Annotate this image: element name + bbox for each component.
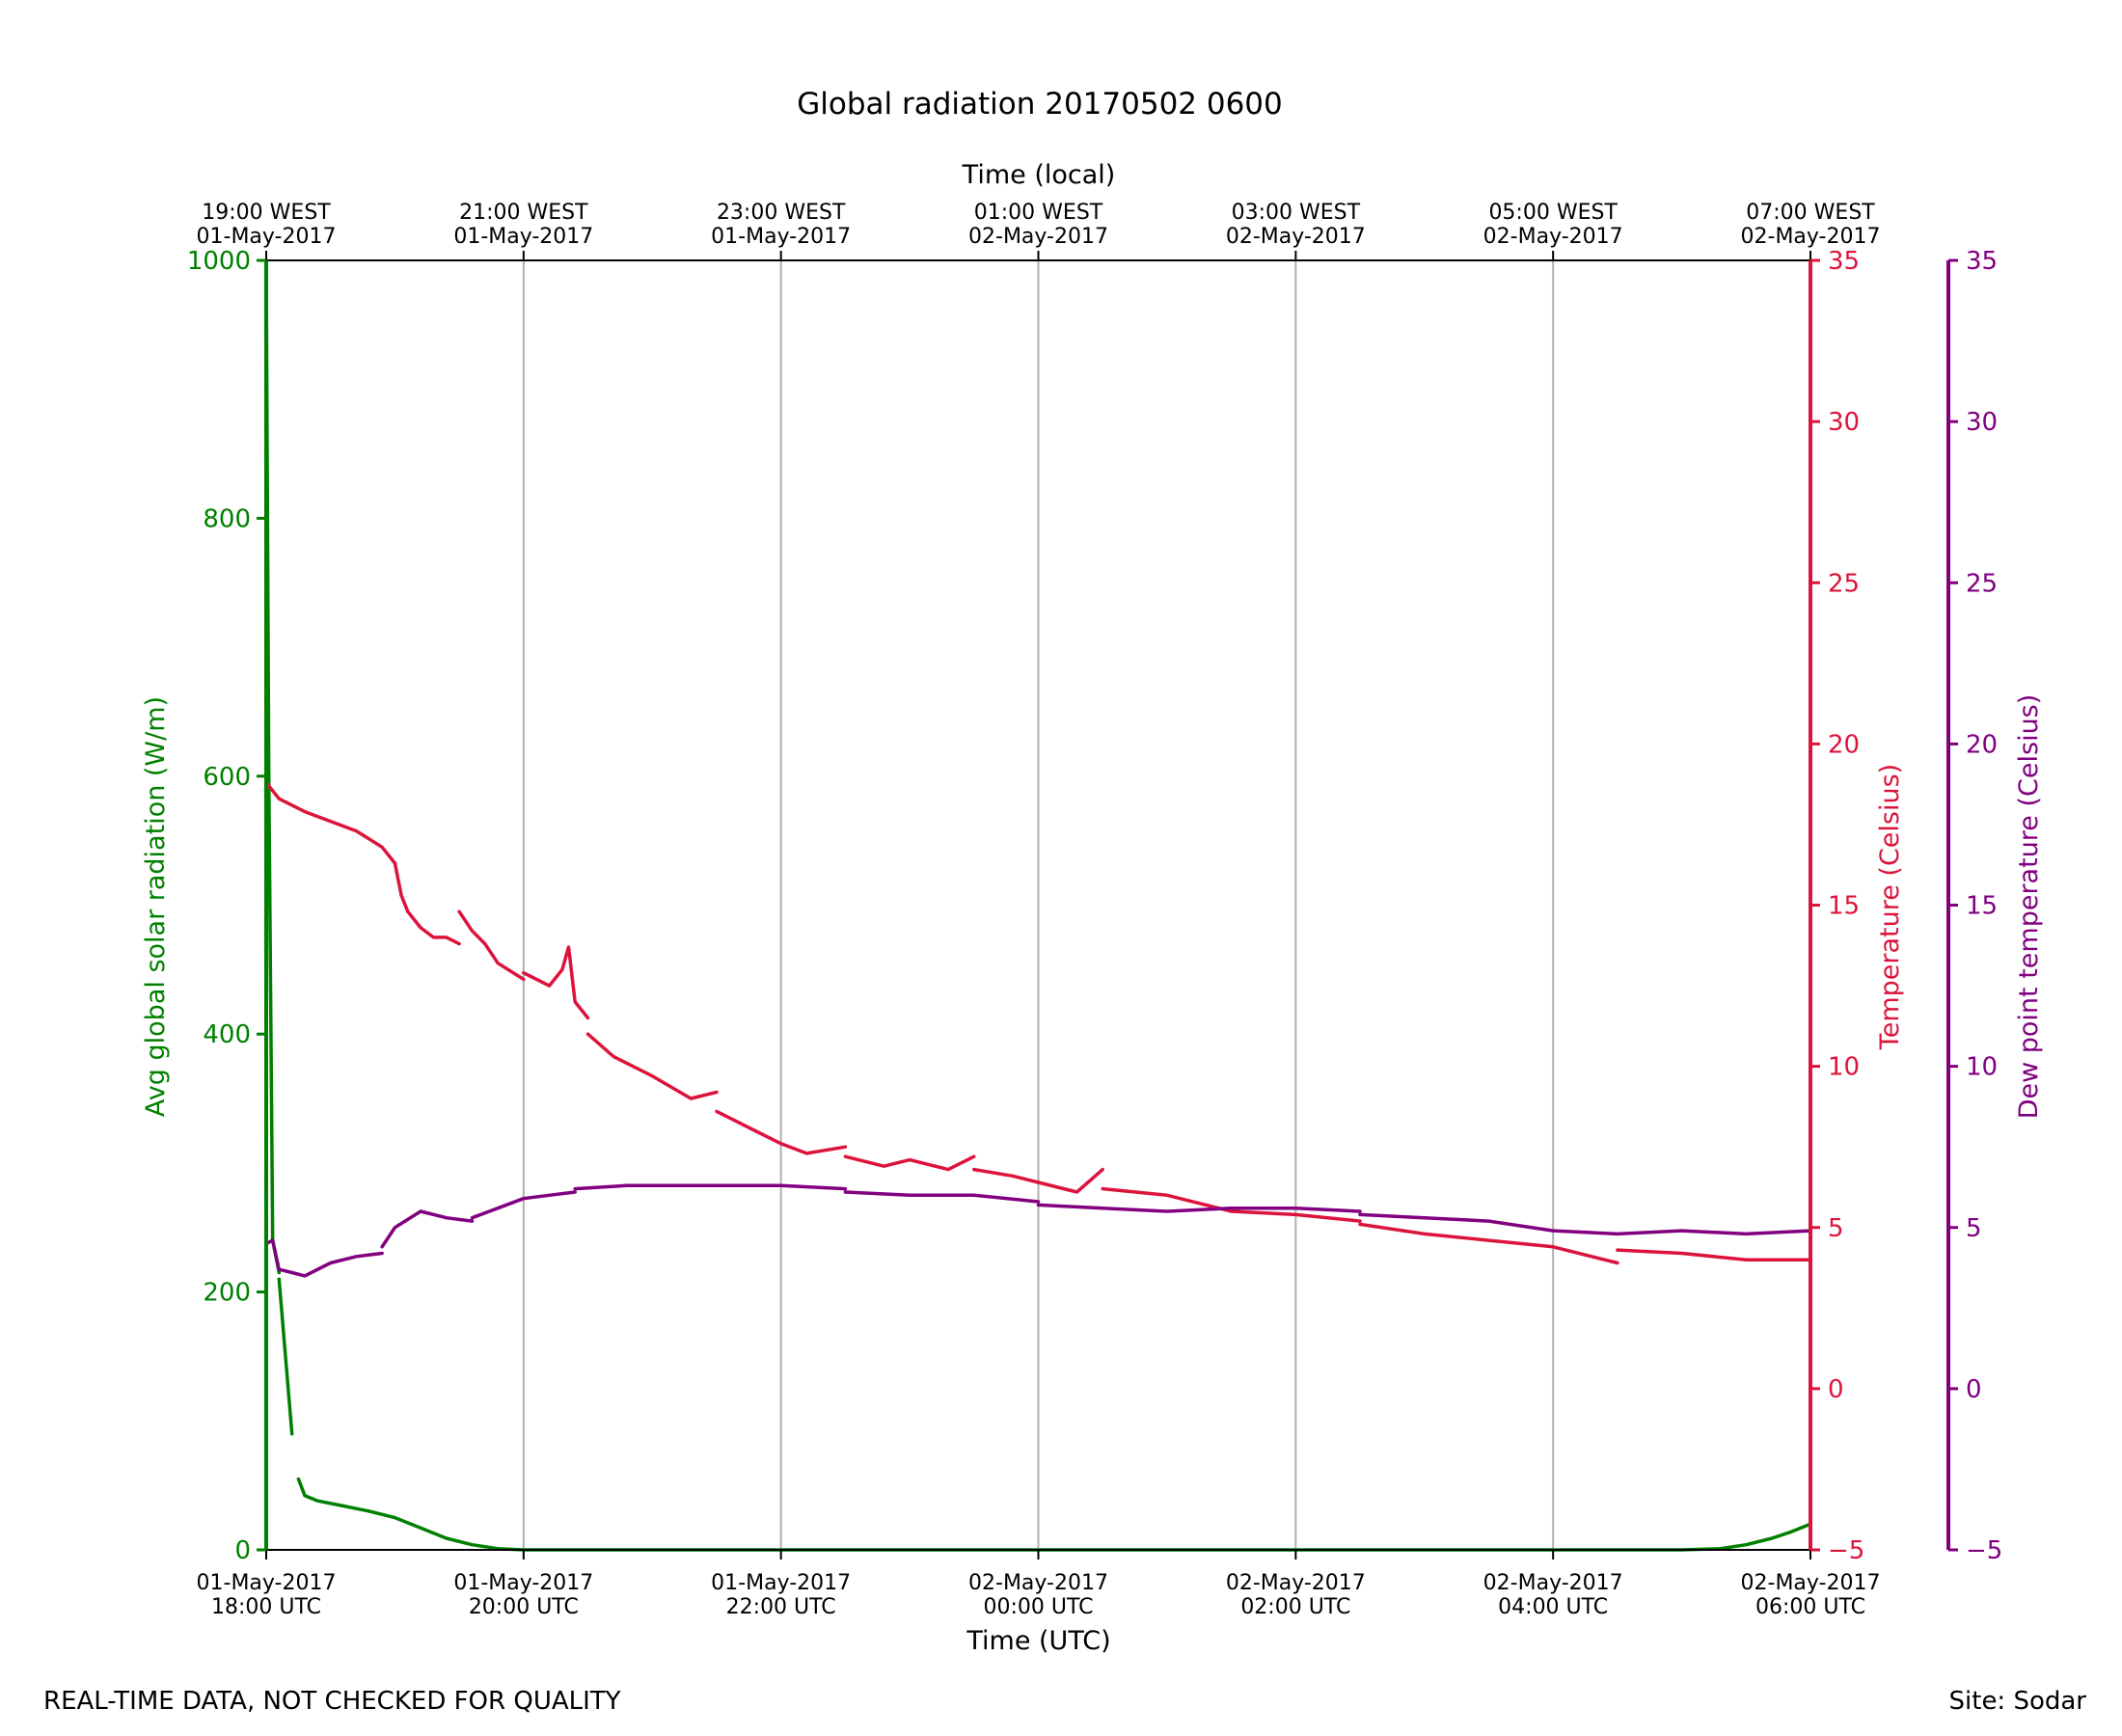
x2-tick-label-time: 05:00 WEST bbox=[1488, 201, 1618, 225]
dewpoint-series-line bbox=[843, 1190, 1041, 1204]
dewpoint-series-line bbox=[1036, 1203, 1362, 1213]
x-tick-label-date: 02-May-2017 bbox=[1741, 1571, 1881, 1595]
temperature-series-line bbox=[585, 1032, 719, 1100]
temperature-tick-label: 30 bbox=[1828, 408, 1860, 437]
temperature-tick-label: 20 bbox=[1828, 730, 1860, 759]
radiation-tick-label: 800 bbox=[203, 504, 251, 533]
x-tick-label-date: 01-May-2017 bbox=[453, 1571, 593, 1595]
x2-tick-label-time: 21:00 WEST bbox=[459, 201, 588, 225]
radiation-axis-label: Avg global solar radiation (W/m) bbox=[141, 696, 171, 1117]
temperature-series-line bbox=[1358, 1222, 1619, 1265]
x2-tick-label-date: 01-May-2017 bbox=[711, 225, 851, 249]
temperature-tick-label: 25 bbox=[1828, 569, 1860, 598]
gridlines bbox=[522, 260, 1555, 1550]
x2-axis-label: Time (local) bbox=[962, 160, 1116, 190]
x2-tick-label-time: 23:00 WEST bbox=[717, 201, 846, 225]
dewpoint-tick-label: 25 bbox=[1966, 569, 1998, 598]
temperature-series-line bbox=[393, 861, 461, 946]
dewpoint-series-line bbox=[1358, 1212, 1812, 1236]
temperature-axis-label: Temperature (Celsius) bbox=[1875, 764, 1905, 1050]
x2-tick-label-date: 01-May-2017 bbox=[197, 225, 337, 249]
x-tick-label-time: 18:00 UTC bbox=[211, 1595, 321, 1619]
radiation-tick-label: 400 bbox=[203, 1020, 251, 1049]
temperature-series-line bbox=[715, 1109, 848, 1155]
radiation-series-line bbox=[522, 1522, 1812, 1552]
x2-tick-label-time: 19:00 WEST bbox=[202, 201, 331, 225]
x2-tick-label-time: 03:00 WEST bbox=[1232, 201, 1361, 225]
x2-tick-label-time: 07:00 WEST bbox=[1746, 201, 1875, 225]
footer-site: Site: Sodar bbox=[1949, 1687, 2087, 1716]
x-tick-label-time: 00:00 UTC bbox=[983, 1595, 1093, 1619]
temperature-series-line bbox=[843, 1154, 976, 1172]
y-ticks: 0 200 400 600 800 1000 −5 0 5 10 15 20 25 30 35 −5 0 5 10 1… bbox=[187, 247, 2003, 1565]
temperature-tick-label: −5 bbox=[1828, 1536, 1864, 1565]
x-tick-label-time: 22:00 UTC bbox=[726, 1595, 836, 1619]
temperature-series-line bbox=[457, 909, 526, 982]
x2-tick-label-date: 01-May-2017 bbox=[453, 225, 593, 249]
temperature-series-line bbox=[1101, 1186, 1362, 1223]
dewpoint-series-line bbox=[380, 1209, 475, 1249]
x2-tick-label-date: 02-May-2017 bbox=[1483, 225, 1623, 249]
x2-tick-label-time: 01:00 WEST bbox=[974, 201, 1103, 225]
temperature-tick-label: 35 bbox=[1828, 247, 1860, 276]
x2-tick-label-date: 02-May-2017 bbox=[1741, 225, 1881, 249]
temperature-tick-label: 15 bbox=[1828, 892, 1860, 921]
temperature-tick-label: 10 bbox=[1828, 1053, 1860, 1082]
chart-title: Global radiation 20170502 0600 bbox=[797, 87, 1283, 122]
dewpoint-tick-label: 10 bbox=[1966, 1053, 1998, 1082]
x-tick-label-time: 06:00 UTC bbox=[1755, 1595, 1865, 1619]
x-tick-label-date: 01-May-2017 bbox=[711, 1571, 851, 1595]
radiation-tick-label: 0 bbox=[234, 1536, 251, 1565]
x2-tick-label-date: 02-May-2017 bbox=[968, 225, 1108, 249]
x-tick-label-time: 20:00 UTC bbox=[469, 1595, 579, 1619]
temperature-tick-label: 0 bbox=[1828, 1375, 1844, 1404]
radiation-tick-label: 600 bbox=[203, 763, 251, 792]
dewpoint-axis-label: Dew point temperature (Celsius) bbox=[2014, 694, 2044, 1120]
temperature-series-line bbox=[1616, 1248, 1812, 1261]
x-tick-label-date: 01-May-2017 bbox=[197, 1571, 337, 1595]
dewpoint-tick-label: 0 bbox=[1966, 1375, 1982, 1404]
dewpoint-tick-label: −5 bbox=[1966, 1536, 2002, 1565]
dewpoint-tick-label: 30 bbox=[1966, 408, 1998, 437]
x-tick-label-date: 02-May-2017 bbox=[1483, 1571, 1623, 1595]
radiation-series-line bbox=[277, 1277, 294, 1436]
temperature-series-line bbox=[522, 945, 590, 1020]
dewpoint-tick-label: 35 bbox=[1966, 247, 1998, 276]
dewpoint-series-line bbox=[264, 1238, 384, 1278]
dewpoint-tick-label: 5 bbox=[1966, 1214, 1982, 1243]
dewpoint-series-line bbox=[573, 1183, 848, 1191]
x2-tick-label-date: 02-May-2017 bbox=[1226, 225, 1366, 249]
radiation-tick-label: 200 bbox=[203, 1279, 251, 1308]
x-axis-label: Time (UTC) bbox=[966, 1626, 1110, 1656]
temperature-series-line bbox=[972, 1167, 1104, 1194]
temperature-tick-label: 5 bbox=[1828, 1214, 1844, 1243]
radiation-tick-label: 1000 bbox=[187, 247, 251, 276]
dewpoint-series-line bbox=[470, 1190, 577, 1220]
x-tick-label-date: 02-May-2017 bbox=[968, 1571, 1108, 1595]
temperature-series-line bbox=[264, 780, 397, 865]
dewpoint-tick-label: 20 bbox=[1966, 730, 1998, 759]
footer-disclaimer: REAL-TIME DATA, NOT CHECKED FOR QUALITY bbox=[43, 1687, 621, 1716]
x-tick-label-date: 02-May-2017 bbox=[1226, 1571, 1366, 1595]
x-tick-label-time: 02:00 UTC bbox=[1240, 1595, 1350, 1619]
radiation-series-line bbox=[296, 1477, 526, 1552]
x-tick-label-time: 04:00 UTC bbox=[1498, 1595, 1608, 1619]
dewpoint-tick-label: 15 bbox=[1966, 892, 1998, 921]
